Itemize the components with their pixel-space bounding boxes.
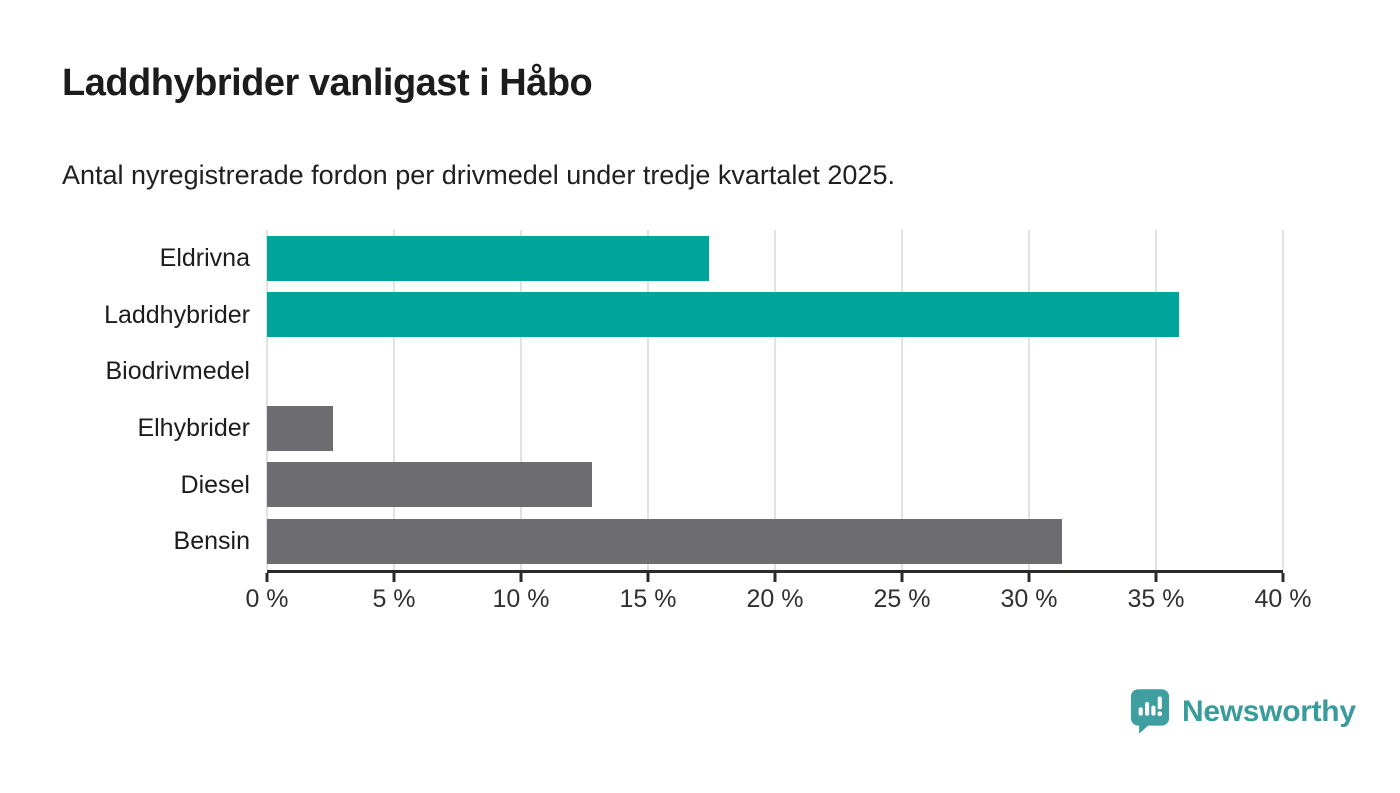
category-axis: Eldrivna Laddhybrider Biodrivmedel Elhybrid… bbox=[0, 230, 250, 570]
logo-bar-icon bbox=[1138, 707, 1143, 716]
bar-row bbox=[267, 230, 1283, 287]
axis-tick-label: 35 % bbox=[1127, 585, 1185, 613]
axis-tick bbox=[1027, 573, 1031, 582]
bar-eldrivna bbox=[267, 235, 709, 281]
bar-row bbox=[267, 343, 1283, 400]
axis-tick bbox=[265, 573, 269, 582]
category-label-diesel: Diesel bbox=[180, 470, 250, 499]
gridline bbox=[520, 230, 522, 570]
axis-tick-label: 10 % bbox=[492, 585, 550, 613]
bar-row bbox=[267, 287, 1283, 344]
logo-exclamation-icon bbox=[1157, 696, 1162, 710]
x-axis: 0 % 5 % 10 % 15 % 20 % 25 % 30 % 35 % 40 % bbox=[245, 570, 1311, 620]
category-label-bensin: Bensin bbox=[173, 527, 250, 556]
axis-tick bbox=[1281, 573, 1285, 582]
axis-tick-label: 15 % bbox=[619, 585, 677, 613]
axis-tick bbox=[773, 573, 777, 582]
gridline bbox=[393, 230, 395, 570]
category-label-laddhybrider: Laddhybrider bbox=[104, 300, 250, 329]
axis-tick bbox=[646, 573, 650, 582]
gridline bbox=[1155, 230, 1157, 570]
plot-area bbox=[266, 230, 1284, 570]
newsworthy-logo: Newsworthy bbox=[1130, 688, 1356, 735]
newsworthy-logo-text: Newsworthy bbox=[1182, 694, 1356, 728]
bar-row bbox=[267, 513, 1283, 570]
gridline bbox=[1028, 230, 1030, 570]
bar-bensin bbox=[267, 519, 1063, 565]
axis-tick-label: 20 % bbox=[746, 585, 804, 613]
axis-tick-label: 25 % bbox=[873, 585, 931, 613]
bar-elhybrider bbox=[267, 405, 334, 451]
gridline bbox=[1282, 230, 1284, 570]
gridline bbox=[266, 230, 268, 570]
bar-chart: Eldrivna Laddhybrider Biodrivmedel Elhybrid… bbox=[0, 230, 1400, 570]
axis-tick bbox=[392, 573, 396, 582]
category-label-eldrivna: Eldrivna bbox=[159, 243, 250, 272]
gridline bbox=[774, 230, 776, 570]
axis-tick-label: 30 % bbox=[1000, 585, 1058, 613]
axis-tick-label: 5 % bbox=[372, 585, 416, 613]
bar-diesel bbox=[267, 462, 593, 508]
page-title: Laddhybrider vanligast i Håbo bbox=[62, 62, 593, 104]
bar-laddhybrider bbox=[267, 292, 1179, 338]
axis-tick-label: 0 % bbox=[245, 585, 289, 613]
axis-tick bbox=[1154, 573, 1158, 582]
chart-subtitle: Antal nyregistrerade fordon per drivmede… bbox=[62, 160, 895, 190]
newsworthy-logo-icon bbox=[1130, 689, 1170, 734]
bar-row bbox=[267, 400, 1283, 457]
axis-tick bbox=[900, 573, 904, 582]
gridline bbox=[647, 230, 649, 570]
gridline bbox=[901, 230, 903, 570]
x-axis-line bbox=[267, 570, 1283, 573]
axis-tick bbox=[519, 573, 523, 582]
axis-tick-label: 40 % bbox=[1254, 585, 1312, 613]
bar-row bbox=[267, 457, 1283, 514]
category-label-elhybrider: Elhybrider bbox=[137, 413, 250, 442]
category-label-biodrivmedel: Biodrivmedel bbox=[105, 357, 250, 386]
